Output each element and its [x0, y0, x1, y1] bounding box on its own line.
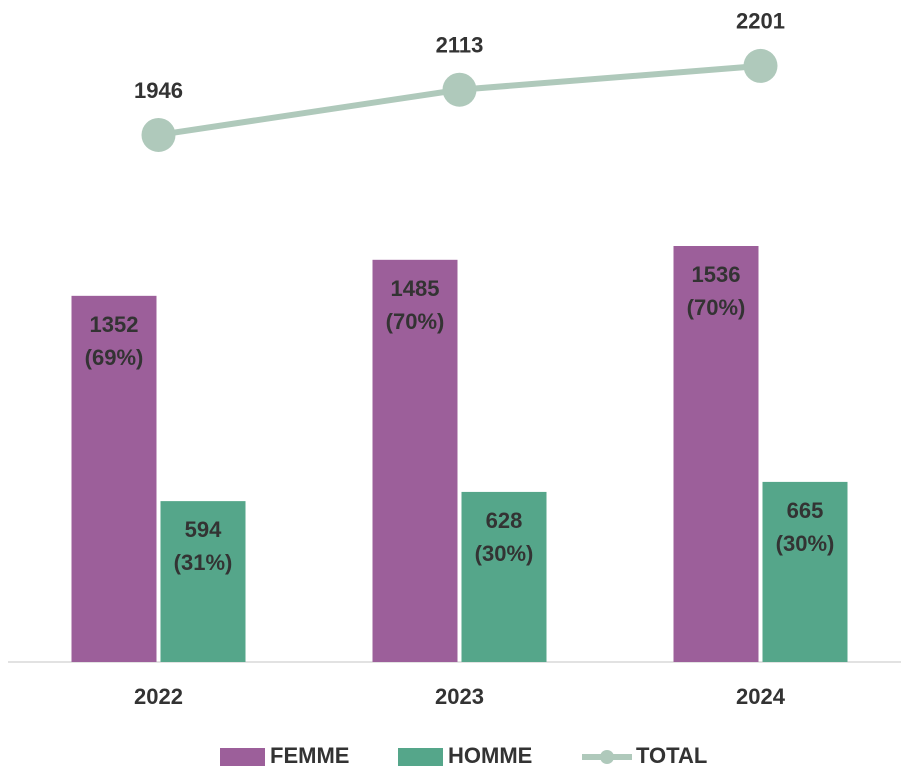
- data-label: 1946: [134, 78, 183, 103]
- legend-swatch: [398, 748, 443, 766]
- data-label: 1485 (70%): [386, 276, 445, 334]
- point: [141, 117, 176, 152]
- data-label: 628 (30%): [475, 508, 534, 566]
- legend-swatch: [220, 748, 265, 766]
- x-tick-label: 2024: [736, 684, 786, 709]
- data-label: 2113: [436, 33, 484, 58]
- data-label: 1352 (69%): [85, 312, 144, 370]
- legend-label: HOMME: [448, 743, 532, 768]
- bar: [71, 295, 157, 662]
- bar: [673, 246, 759, 662]
- point: [442, 72, 477, 107]
- legend-label: TOTAL: [636, 743, 707, 768]
- point: [743, 48, 778, 83]
- bar: [461, 491, 547, 662]
- data-label: 594 (31%): [174, 517, 233, 575]
- x-tick-label: 2022: [134, 684, 183, 709]
- bar: [160, 501, 246, 662]
- legend-label: FEMME: [270, 743, 349, 768]
- bar: [762, 481, 848, 662]
- data-label: 1536 (70%): [687, 262, 746, 320]
- x-tick-label: 2023: [435, 684, 484, 709]
- legend-marker: [600, 750, 614, 764]
- data-label: 2201: [736, 9, 785, 34]
- bar: [372, 259, 458, 662]
- data-label: 665 (30%): [776, 498, 835, 556]
